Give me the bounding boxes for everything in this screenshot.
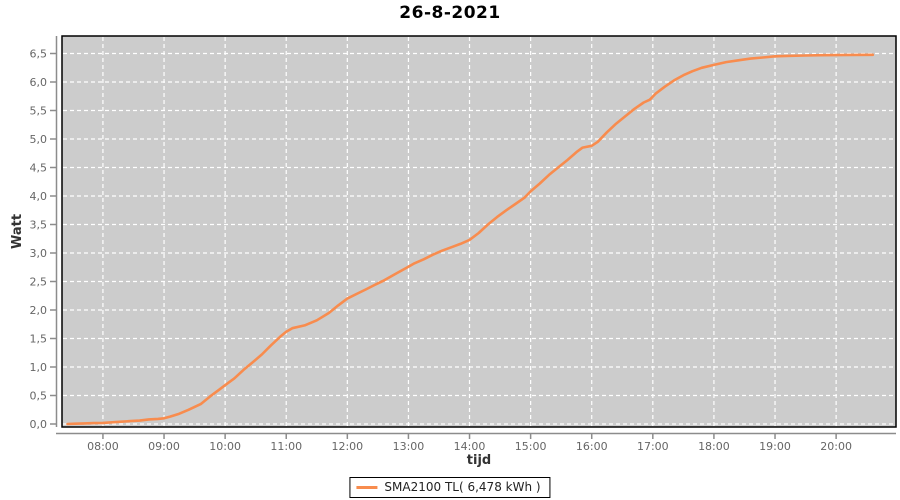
- y-tick-label: 6,0: [30, 76, 48, 89]
- y-tick-label: 1,0: [30, 361, 48, 374]
- legend-label: SMA2100 TL( 6,478 kWh ): [384, 480, 541, 494]
- y-tick-label: 3,5: [30, 219, 48, 232]
- plot-area: 0,0 0,5 1,0 1,5 2,0 2,5 3,0 3,5 4,0 4,5 5,0 5,5 6,0 6…: [10, 35, 897, 468]
- chart-title: 26-8-2021: [399, 3, 501, 23]
- y-tick-label: 3,0: [30, 247, 48, 260]
- y-tick-label: 1,5: [30, 333, 48, 346]
- x-axis-title: tijd: [467, 453, 491, 468]
- y-tick-label: 5,0: [30, 133, 48, 146]
- legend-line-swatch: [356, 485, 378, 489]
- x-tick-label: 11:00: [270, 440, 302, 453]
- x-tick-label: 09:00: [148, 440, 180, 453]
- series-line: [66, 53, 875, 426]
- x-tick-label: 17:00: [637, 440, 669, 453]
- x-tick-label: 08:00: [87, 440, 119, 453]
- y-tick-label: 6,5: [30, 48, 48, 61]
- x-tick-label: 15:00: [515, 440, 547, 453]
- x-tick-label: 20:00: [820, 440, 852, 453]
- x-tick-label: 10:00: [209, 440, 241, 453]
- x-tick-label: 12:00: [331, 440, 363, 453]
- y-axis-title: Watt: [10, 214, 25, 249]
- y-tick-label: 0,5: [30, 390, 48, 403]
- y-tick-label: 4,5: [30, 162, 48, 175]
- y-tick-label: 2,0: [30, 304, 48, 317]
- x-tick-label: 18:00: [698, 440, 730, 453]
- x-tick-label: 19:00: [759, 440, 791, 453]
- y-tick-label: 4,0: [30, 190, 48, 203]
- x-tick-label: 16:00: [576, 440, 608, 453]
- y-tick-label: 0,0: [30, 418, 48, 431]
- x-tick-label: 14:00: [454, 440, 486, 453]
- y-tick-label: 2,5: [30, 276, 48, 289]
- y-tick-label: 5,5: [30, 105, 48, 118]
- legend: SMA2100 TL( 6,478 kWh ): [349, 477, 551, 498]
- x-tick-label: 13:00: [393, 440, 425, 453]
- plot-border: [61, 35, 897, 428]
